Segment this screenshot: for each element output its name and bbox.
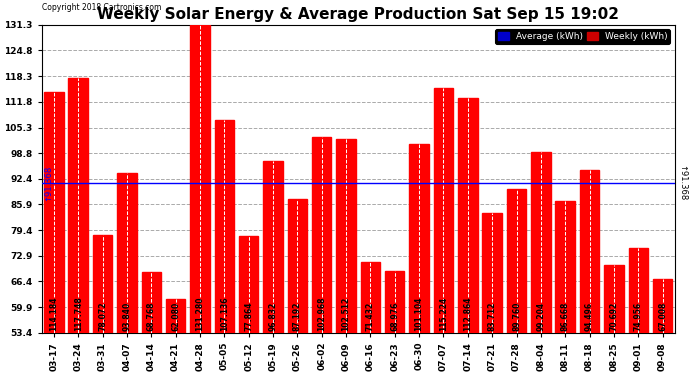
- Bar: [117, 173, 137, 333]
- Bar: [288, 199, 307, 333]
- Text: 62.080: 62.080: [171, 302, 180, 331]
- Text: 107.136: 107.136: [220, 297, 229, 331]
- Bar: [336, 139, 356, 333]
- Text: 68.768: 68.768: [147, 302, 156, 331]
- Bar: [361, 262, 380, 333]
- Bar: [604, 264, 624, 333]
- Text: 112.864: 112.864: [463, 297, 473, 331]
- Bar: [166, 298, 186, 333]
- Bar: [215, 120, 234, 333]
- Bar: [531, 152, 551, 333]
- Legend: Average (kWh), Weekly (kWh): Average (kWh), Weekly (kWh): [495, 29, 670, 44]
- Bar: [68, 78, 88, 333]
- Bar: [580, 170, 600, 333]
- Text: 86.668: 86.668: [561, 302, 570, 331]
- Text: 70.692: 70.692: [609, 302, 618, 331]
- Text: Copyright 2018 Cartronics.com: Copyright 2018 Cartronics.com: [41, 3, 161, 12]
- Text: 131.280: 131.280: [195, 297, 204, 331]
- Text: 89.760: 89.760: [512, 302, 521, 331]
- Text: 93.840: 93.840: [122, 302, 131, 331]
- Bar: [653, 279, 672, 333]
- Bar: [44, 92, 63, 333]
- Bar: [555, 201, 575, 333]
- Text: 102.512: 102.512: [342, 297, 351, 331]
- Text: 99.204: 99.204: [536, 302, 545, 331]
- Bar: [312, 137, 331, 333]
- Bar: [141, 272, 161, 333]
- Text: 101.104: 101.104: [415, 297, 424, 331]
- Text: 77.864: 77.864: [244, 302, 253, 331]
- Title: Weekly Solar Energy & Average Production Sat Sep 15 19:02: Weekly Solar Energy & Average Production…: [97, 7, 619, 22]
- Text: 71.432: 71.432: [366, 302, 375, 331]
- Bar: [264, 161, 283, 333]
- Bar: [385, 271, 404, 333]
- Text: 74.956: 74.956: [633, 302, 643, 331]
- Text: 83.712: 83.712: [488, 302, 497, 331]
- Bar: [458, 98, 477, 333]
- Bar: [506, 189, 526, 333]
- Text: 115.224: 115.224: [439, 297, 448, 331]
- Bar: [239, 236, 258, 333]
- Text: 102.968: 102.968: [317, 297, 326, 331]
- Bar: [482, 213, 502, 333]
- Text: 78.072: 78.072: [98, 302, 107, 331]
- Bar: [434, 88, 453, 333]
- Text: 117.748: 117.748: [74, 296, 83, 331]
- Text: ↑91.368: ↑91.368: [43, 165, 52, 201]
- Text: 87.192: 87.192: [293, 302, 302, 331]
- Bar: [190, 25, 210, 333]
- Bar: [629, 248, 648, 333]
- Text: 94.496: 94.496: [585, 302, 594, 331]
- Text: 96.832: 96.832: [268, 302, 277, 331]
- Text: 114.184: 114.184: [50, 297, 59, 331]
- Bar: [93, 236, 112, 333]
- Text: 67.008: 67.008: [658, 302, 667, 331]
- Text: ↑91.368: ↑91.368: [677, 165, 687, 201]
- Bar: [409, 144, 429, 333]
- Text: 68.976: 68.976: [391, 302, 400, 331]
